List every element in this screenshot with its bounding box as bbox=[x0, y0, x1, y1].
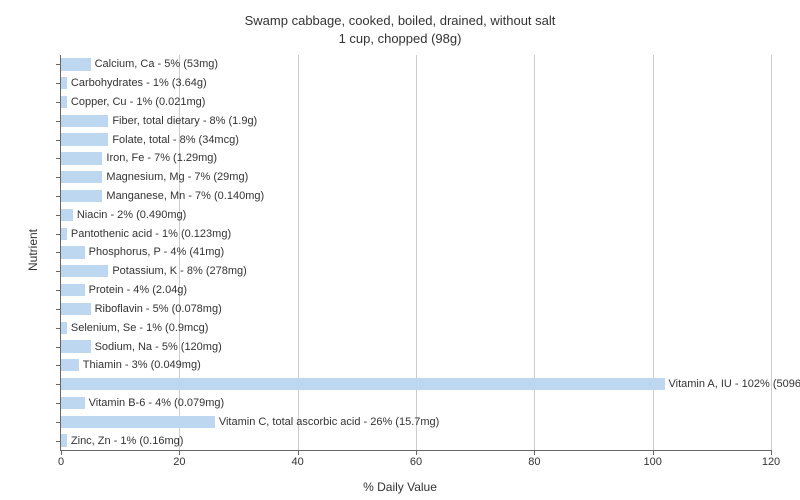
x-tick-label: 0 bbox=[58, 456, 64, 468]
bar-label: Manganese, Mn - 7% (0.140mg) bbox=[102, 189, 264, 203]
bar-row: Copper, Cu - 1% (0.021mg) bbox=[61, 95, 771, 109]
bar bbox=[61, 340, 91, 352]
bar-label: Vitamin B-6 - 4% (0.079mg) bbox=[85, 396, 225, 410]
bar-label: Protein - 4% (2.04g) bbox=[85, 283, 187, 297]
bar bbox=[61, 359, 79, 371]
bar-row: Vitamin A, IU - 102% (5096IU) bbox=[61, 377, 771, 391]
bar bbox=[61, 416, 215, 428]
chart-title: Swamp cabbage, cooked, boiled, drained, … bbox=[0, 0, 800, 48]
x-tick bbox=[534, 450, 535, 455]
bar-row: Calcium, Ca - 5% (53mg) bbox=[61, 57, 771, 71]
bar bbox=[61, 171, 102, 183]
bar bbox=[61, 209, 73, 221]
x-tick bbox=[61, 450, 62, 455]
bar-label: Niacin - 2% (0.490mg) bbox=[73, 208, 186, 222]
x-tick bbox=[416, 450, 417, 455]
bar bbox=[61, 265, 108, 277]
x-tick bbox=[653, 450, 654, 455]
y-axis-label: Nutrient bbox=[26, 229, 40, 271]
bar-row: Vitamin C, total ascorbic acid - 26% (15… bbox=[61, 415, 771, 429]
bar-row: Manganese, Mn - 7% (0.140mg) bbox=[61, 189, 771, 203]
bar bbox=[61, 246, 85, 258]
bar-label: Sodium, Na - 5% (120mg) bbox=[91, 339, 222, 353]
x-tick bbox=[771, 450, 772, 455]
bar-label: Magnesium, Mg - 7% (29mg) bbox=[102, 170, 248, 184]
bar-label: Iron, Fe - 7% (1.29mg) bbox=[102, 151, 217, 165]
bar-row: Magnesium, Mg - 7% (29mg) bbox=[61, 170, 771, 184]
bar-label: Phosphorus, P - 4% (41mg) bbox=[85, 245, 225, 259]
title-line2: 1 cup, chopped (98g) bbox=[339, 31, 462, 46]
bar bbox=[61, 378, 665, 390]
bar-row: Protein - 4% (2.04g) bbox=[61, 283, 771, 297]
bar-label: Folate, total - 8% (34mcg) bbox=[108, 132, 239, 146]
bar-row: Sodium, Na - 5% (120mg) bbox=[61, 339, 771, 353]
bar-row: Zinc, Zn - 1% (0.16mg) bbox=[61, 433, 771, 447]
bar bbox=[61, 190, 102, 202]
bar-label: Vitamin C, total ascorbic acid - 26% (15… bbox=[215, 415, 440, 429]
bar-row: Potassium, K - 8% (278mg) bbox=[61, 264, 771, 278]
bar-label: Potassium, K - 8% (278mg) bbox=[108, 264, 247, 278]
bar bbox=[61, 133, 108, 145]
bar-row: Pantothenic acid - 1% (0.123mg) bbox=[61, 227, 771, 241]
bar-label: Copper, Cu - 1% (0.021mg) bbox=[67, 95, 206, 109]
bar-row: Selenium, Se - 1% (0.9mcg) bbox=[61, 321, 771, 335]
bar bbox=[61, 152, 102, 164]
bar bbox=[61, 397, 85, 409]
title-line1: Swamp cabbage, cooked, boiled, drained, … bbox=[245, 13, 556, 28]
x-tick-label: 120 bbox=[762, 456, 780, 468]
x-tick-label: 100 bbox=[643, 456, 661, 468]
plot-area: 020406080100120Calcium, Ca - 5% (53mg)Ca… bbox=[60, 55, 771, 451]
bar bbox=[61, 115, 108, 127]
x-tick bbox=[179, 450, 180, 455]
bar-row: Folate, total - 8% (34mcg) bbox=[61, 132, 771, 146]
bar bbox=[61, 284, 85, 296]
bar-label: Carbohydrates - 1% (3.64g) bbox=[67, 76, 207, 90]
x-tick-label: 80 bbox=[528, 456, 540, 468]
bar-label: Selenium, Se - 1% (0.9mcg) bbox=[67, 321, 209, 335]
bar-row: Fiber, total dietary - 8% (1.9g) bbox=[61, 114, 771, 128]
bar bbox=[61, 58, 91, 70]
bar-label: Thiamin - 3% (0.049mg) bbox=[79, 358, 201, 372]
chart-container: Swamp cabbage, cooked, boiled, drained, … bbox=[0, 0, 800, 500]
bar-row: Riboflavin - 5% (0.078mg) bbox=[61, 302, 771, 316]
bar-label: Fiber, total dietary - 8% (1.9g) bbox=[108, 114, 257, 128]
bar bbox=[61, 303, 91, 315]
bar-label: Vitamin A, IU - 102% (5096IU) bbox=[665, 377, 800, 391]
x-tick-label: 40 bbox=[292, 456, 304, 468]
x-tick bbox=[298, 450, 299, 455]
bar-row: Phosphorus, P - 4% (41mg) bbox=[61, 245, 771, 259]
bar-label: Zinc, Zn - 1% (0.16mg) bbox=[67, 433, 183, 447]
bar-row: Vitamin B-6 - 4% (0.079mg) bbox=[61, 396, 771, 410]
bar-row: Iron, Fe - 7% (1.29mg) bbox=[61, 151, 771, 165]
x-tick-label: 20 bbox=[173, 456, 185, 468]
bar-label: Pantothenic acid - 1% (0.123mg) bbox=[67, 227, 231, 241]
x-axis-label: % Daily Value bbox=[363, 480, 437, 494]
bar-label: Riboflavin - 5% (0.078mg) bbox=[91, 302, 222, 316]
bar-row: Carbohydrates - 1% (3.64g) bbox=[61, 76, 771, 90]
bar-row: Niacin - 2% (0.490mg) bbox=[61, 208, 771, 222]
x-tick-label: 60 bbox=[410, 456, 422, 468]
bar-row: Thiamin - 3% (0.049mg) bbox=[61, 358, 771, 372]
bar-label: Calcium, Ca - 5% (53mg) bbox=[91, 57, 218, 71]
